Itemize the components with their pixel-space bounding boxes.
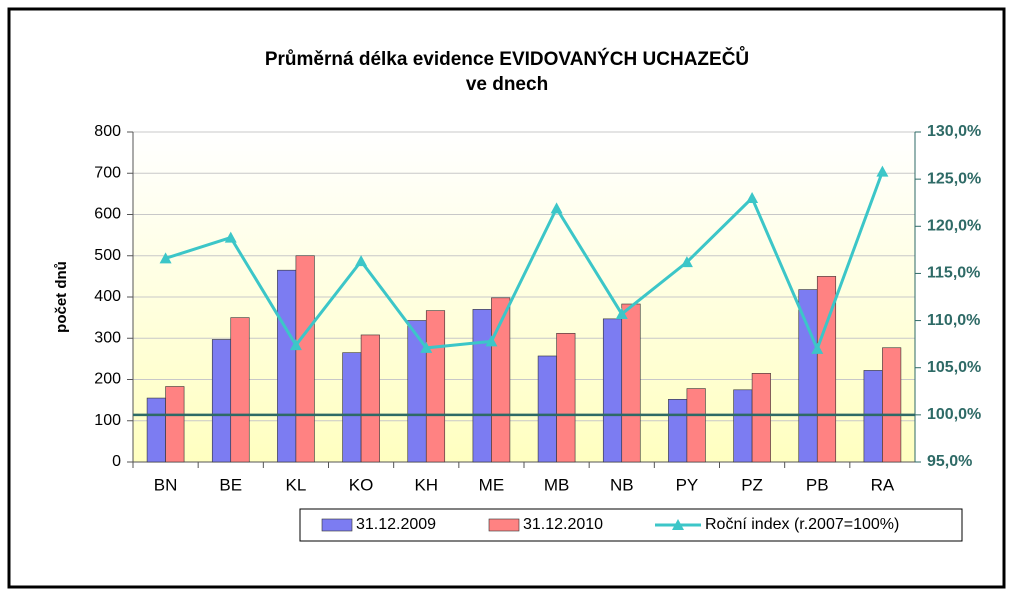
- bar: [425, 310, 446, 463]
- bar: [556, 332, 576, 463]
- legend-label: 31.12.2009: [356, 516, 436, 533]
- x-tick-label: RA: [871, 475, 895, 494]
- line: [165, 171, 884, 353]
- y-tick-label: 400: [94, 288, 121, 305]
- x-tick-label: NB: [610, 475, 634, 494]
- y2-tick-label: 105,0%: [927, 359, 981, 376]
- bar: [491, 297, 511, 463]
- x-tick-label: PY: [676, 475, 699, 494]
- marker: [876, 165, 889, 177]
- legend-swatch: [488, 518, 520, 532]
- bar: [668, 398, 688, 463]
- y-tick-label: 0: [112, 453, 121, 470]
- marker: [746, 192, 759, 203]
- marker: [615, 307, 628, 319]
- bar: [863, 370, 883, 463]
- y-tick-label: 600: [94, 206, 121, 223]
- bar: [733, 389, 753, 463]
- y-tick-label: 300: [94, 329, 121, 346]
- legend-label: 31.12.2010: [523, 516, 603, 533]
- bar: [230, 317, 250, 463]
- x-tick-label: KO: [349, 475, 374, 494]
- legend-label: Roční index (r.2007=100%): [705, 516, 899, 533]
- y2-tick-label: 115,0%: [927, 265, 980, 282]
- y-tick-label: 800: [94, 123, 121, 140]
- marker: [224, 231, 237, 243]
- x-tick-label: KH: [414, 475, 438, 494]
- marker: [811, 342, 824, 354]
- bar: [472, 309, 492, 463]
- bar: [295, 255, 315, 463]
- bar: [165, 386, 185, 463]
- y-tick-label: 700: [94, 164, 121, 181]
- x-tick-label: BE: [219, 475, 242, 494]
- bar: [146, 397, 166, 463]
- x-tick-label: BN: [154, 475, 178, 494]
- bar: [882, 347, 902, 463]
- y-tick-label: 500: [94, 247, 121, 264]
- marker: [355, 255, 368, 267]
- legend-marker: [672, 519, 684, 530]
- marker: [420, 341, 433, 353]
- marker: [680, 256, 693, 268]
- bar: [621, 303, 641, 463]
- bar: [686, 388, 706, 463]
- chart-title: Průměrná délka evidence EVIDOVANÝCH UCHA…: [265, 47, 749, 70]
- bar: [360, 334, 380, 463]
- y2-tick-label: 130,0%: [927, 123, 981, 140]
- y2-tick-label: 110,0%: [927, 312, 980, 329]
- bar: [602, 318, 623, 463]
- bar: [277, 269, 297, 463]
- bar: [342, 352, 362, 463]
- marker: [159, 252, 172, 264]
- y2-tick-label: 125,0%: [927, 170, 981, 187]
- x-tick-label: PZ: [741, 475, 763, 494]
- legend-swatch: [321, 518, 353, 532]
- y2-tick-label: 120,0%: [927, 218, 981, 235]
- x-tick-label: PB: [806, 475, 829, 494]
- chart-title: ve dnech: [466, 74, 548, 95]
- y2-tick-label: 100,0%: [927, 406, 981, 423]
- marker: [485, 335, 498, 347]
- marker: [550, 202, 563, 214]
- y-tick-label: 200: [94, 371, 121, 388]
- bar: [211, 339, 232, 463]
- legend: [299, 508, 963, 542]
- bar: [537, 355, 557, 463]
- y-tick-label: 100: [94, 412, 121, 429]
- x-tick-label: KL: [286, 475, 307, 494]
- bar: [751, 373, 771, 463]
- y-axis-label: počet dnů: [53, 261, 70, 333]
- marker: [289, 339, 302, 351]
- x-tick-label: ME: [479, 475, 505, 494]
- x-tick-label: MB: [544, 475, 570, 494]
- y2-tick-label: 95,0%: [927, 453, 972, 470]
